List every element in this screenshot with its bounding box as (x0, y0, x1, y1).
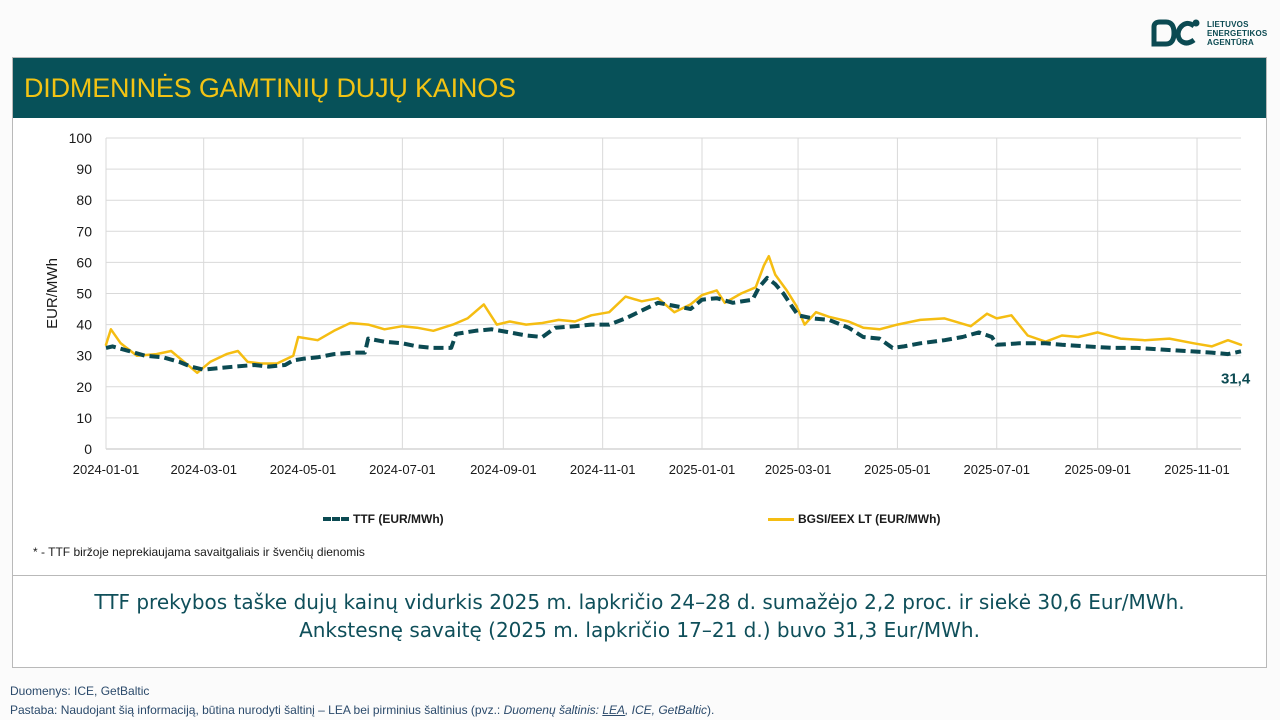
legend-ttf: TTF (EUR/MWh) (323, 512, 444, 526)
y-tick-label: 40 (76, 317, 92, 333)
y-tick-label: 10 (76, 410, 92, 426)
chart-container: 0 10 20 30 40 50 60 70 80 90 100 2024-01-01 2024-03-… (13, 118, 1266, 576)
legend-bgsi-label: BGSI/EEX LT (EUR/MWh) (798, 512, 941, 526)
x-tick-label: 2024-09-01 (470, 462, 537, 477)
x-tick-label: 2025-03-01 (765, 462, 832, 477)
x-tick-label: 2024-01-01 (73, 462, 140, 477)
lea-logo: LIETUVOS ENERGETIKOS AGENTŪRA (1150, 18, 1267, 48)
source-data-line: Duomenys: ICE, GetBaltic (10, 684, 150, 698)
y-tick-label: 60 (76, 254, 92, 270)
lea-logo-mark-icon (1151, 19, 1200, 47)
y-tick-label: 0 (84, 441, 92, 457)
page-title: DIDMENINĖS GAMTINIŲ DUJŲ KAINOS (24, 73, 516, 103)
legend-bgsi: BGSI/EEX LT (EUR/MWh) (768, 512, 940, 526)
legend-ttf-swatch (323, 517, 349, 521)
usage-note-rest: , ICE, GetBaltic (625, 703, 708, 717)
content-frame (12, 57, 1267, 668)
usage-note-italic: Duomenų šaltinis: (503, 703, 603, 717)
lea-link[interactable]: LEA (602, 703, 625, 717)
logo-line-3: AGENTŪRA (1207, 37, 1254, 47)
bgsi-series-line (104, 254, 1243, 375)
x-tick-label: 2025-11-01 (1164, 462, 1230, 477)
y-tick-label: 90 (76, 161, 92, 177)
y-tick-label: 70 (76, 223, 92, 239)
usage-note-prefix: Pastaba: Naudojant šią informaciją, būti… (10, 703, 504, 717)
x-tick-label: 2024-07-01 (369, 462, 436, 477)
price-line-chart: 0 10 20 30 40 50 60 70 80 90 100 2024-01-01 2024-03-… (44, 130, 1251, 477)
source-usage-note: Pastaba: Naudojant šią informaciją, būti… (10, 701, 714, 720)
footnote: * - TTF biržoje neprekiaujama savaitgali… (33, 545, 365, 559)
x-tick-label: 2024-03-01 (170, 462, 237, 477)
usage-note-suffix: ). (707, 703, 715, 717)
x-tick-label: 2025-07-01 (963, 462, 1030, 477)
x-tick-label: 2024-11-01 (570, 462, 636, 477)
ttf-series-line (105, 275, 1242, 372)
y-tick-label: 80 (76, 192, 92, 208)
divider (13, 575, 1266, 576)
y-tick-label: 30 (76, 348, 92, 364)
legend-ttf-label: TTF (EUR/MWh) (353, 512, 444, 526)
ttf-end-value-label: 31,4 (1221, 370, 1251, 387)
lea-logo-text: LIETUVOS ENERGETIKOS AGENTŪRA (1207, 20, 1267, 47)
x-tick-label: 2024-05-01 (270, 462, 337, 477)
title-bar: DIDMENINĖS GAMTINIŲ DUJŲ KAINOS (13, 58, 1266, 118)
source-note: Duomenys: ICE, GetBaltic Pastaba: Naudoj… (10, 682, 714, 720)
y-tick-label: 100 (69, 130, 93, 146)
summary-text: TTF prekybos taške dujų kainų vidurkis 2… (13, 588, 1266, 644)
logo-line-2: ENERGETIKOS (1207, 28, 1268, 38)
y-tick-label: 50 (76, 286, 92, 302)
x-tick-label: 2025-09-01 (1064, 462, 1131, 477)
x-tick-label: 2025-01-01 (669, 462, 736, 477)
y-axis-label: EUR/MWh (44, 258, 61, 329)
summary-line-1: TTF prekybos taške dujų kainų vidurkis 2… (94, 590, 1185, 614)
summary-line-2: Ankstesnę savaitę (2025 m. lapkričio 17–… (299, 618, 980, 642)
y-tick-label: 20 (76, 379, 92, 395)
logo-line-1: LIETUVOS (1207, 19, 1249, 29)
x-tick-label: 2025-05-01 (864, 462, 931, 477)
legend-bgsi-swatch (768, 517, 794, 521)
